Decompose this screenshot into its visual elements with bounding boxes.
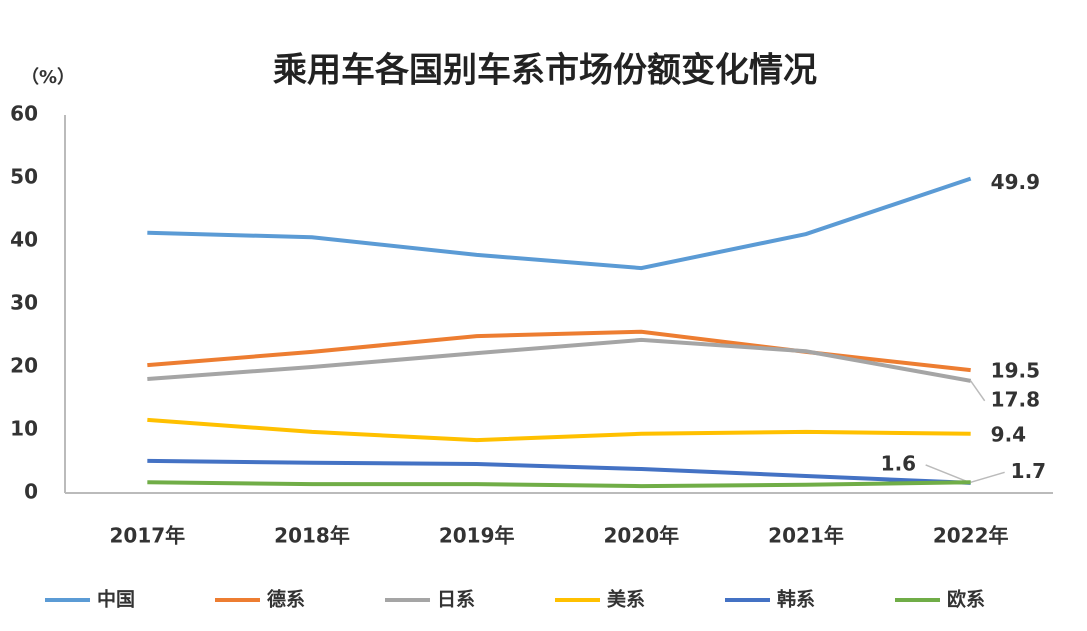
y-tick-label: 0 (24, 480, 38, 504)
legend-label: 欧系 (947, 588, 985, 611)
legend-label: 中国 (97, 588, 135, 611)
y-tick-label: 30 (10, 291, 38, 315)
x-tick-label: 2019年 (439, 524, 515, 548)
y-tick-label: 60 (10, 102, 38, 126)
data-label: 49.9 (991, 170, 1040, 194)
series-line (147, 480, 971, 489)
data-label: 17.8 (991, 387, 1040, 411)
data-label: 1.6 (881, 451, 916, 475)
series-line (147, 176, 972, 271)
data-label: 9.4 (991, 422, 1026, 446)
y-tick-label: 50 (10, 165, 38, 189)
x-tick-label: 2018年 (274, 524, 350, 548)
leader-line (970, 380, 986, 402)
y-tick-label: 10 (10, 417, 38, 441)
leader-line (970, 471, 1005, 484)
data-label: 19.5 (991, 359, 1040, 383)
legend-label: 日系 (437, 589, 475, 611)
legend-label: 德系 (267, 588, 305, 611)
x-tick-label: 2017年 (109, 524, 185, 548)
x-tick-label: 2021年 (768, 524, 844, 548)
y-tick-label: 20 (10, 354, 38, 378)
x-tick-label: 2022年 (933, 524, 1009, 548)
y-tick-label: 40 (10, 228, 38, 252)
legend-label: 美系 (607, 588, 645, 611)
series-line (147, 329, 971, 373)
x-tick-label: 2020年 (603, 524, 679, 548)
legend-label: 韩系 (777, 588, 815, 611)
leader-line (925, 464, 971, 484)
data-label: 1.7 (1011, 459, 1046, 483)
series-line (147, 337, 972, 383)
chart-title: 乘用车各国别车系市场份额变化情况 (273, 51, 817, 91)
series-line (147, 458, 971, 485)
y-axis-label: （%） (21, 67, 75, 88)
series-line (147, 417, 971, 443)
